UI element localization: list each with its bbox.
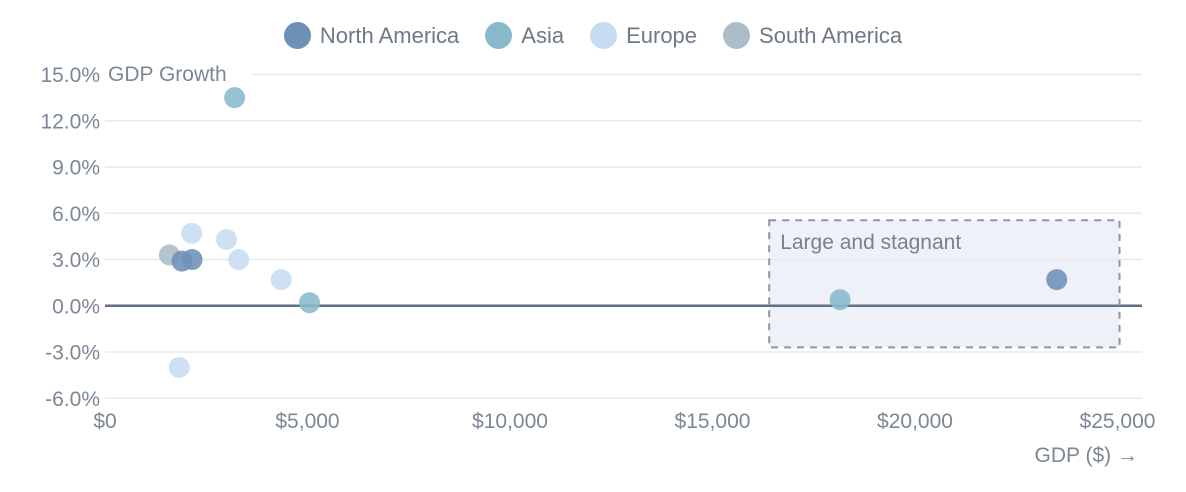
x-tick-label: $10,000 (472, 410, 548, 433)
y-tick-label: 6.0% (52, 203, 100, 226)
legend-label: Europe (626, 22, 698, 48)
y-axis-title: GDP Growth (108, 63, 227, 86)
y-tick-label: -3.0% (45, 342, 100, 365)
data-point-europe (181, 222, 203, 244)
data-point-europe (168, 356, 190, 378)
legend-swatch-europe (590, 22, 618, 49)
legend-swatch-north-america (283, 22, 311, 49)
x-tick-label: $25,000 (1080, 410, 1156, 433)
y-tick-label: 15.0% (40, 64, 100, 87)
data-point-north-america (1046, 269, 1068, 291)
x-tick-label: $20,000 (877, 410, 953, 433)
legend-swatch-south-america (723, 22, 751, 49)
data-point-north-america (181, 249, 203, 271)
data-point-asia (829, 289, 851, 311)
annotation-box-border (768, 219, 1121, 349)
data-point-europe (216, 228, 237, 250)
legend-item-south-america: South America (723, 22, 902, 49)
x-tick-label: $5,000 (275, 410, 339, 433)
annotation-label: Large and stagnant (780, 231, 961, 254)
legend-item-europe: Europe (590, 22, 697, 49)
legend-label: South America (759, 22, 903, 48)
x-axis-title: GDP ($) → (1035, 444, 1138, 467)
y-tick-label: 3.0% (52, 249, 100, 272)
data-point-asia (299, 292, 321, 314)
y-tick-label: 0.0% (52, 295, 100, 318)
legend-swatch-asia (485, 22, 513, 49)
x-tick-label: $15,000 (675, 410, 751, 433)
data-point-europe (228, 249, 250, 271)
legend: North America Asia Europe South America (0, 22, 1186, 49)
x-tick-label: $0 (93, 410, 116, 433)
legend-label: North America (319, 22, 460, 48)
legend-label: Asia (521, 22, 565, 48)
y-tick-label: -6.0% (45, 388, 100, 411)
legend-item-north-america: North America (283, 22, 460, 49)
data-point-europe (270, 269, 292, 291)
y-tick-label: 12.0% (40, 110, 100, 133)
legend-item-asia: Asia (485, 22, 564, 49)
y-tick-label: 9.0% (52, 157, 100, 180)
data-point-asia (224, 87, 246, 109)
